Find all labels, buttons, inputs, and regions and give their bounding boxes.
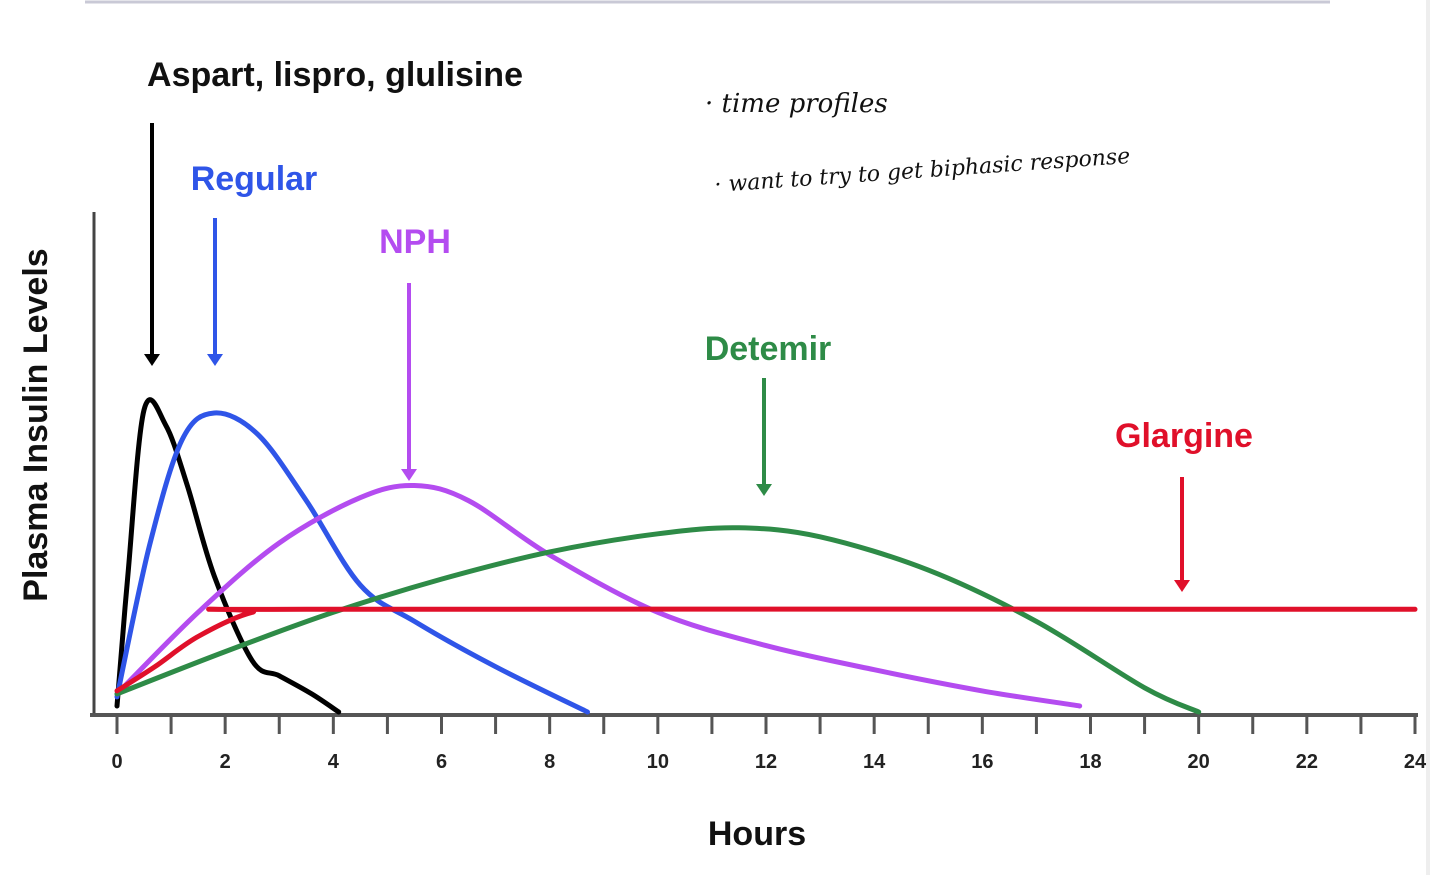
curves (114, 397, 1418, 715)
x-tick-label: 4 (328, 751, 340, 773)
detemir-arrow (756, 378, 772, 496)
nph-label: NPH (379, 223, 451, 261)
x-tick-label: 24 (1404, 751, 1427, 773)
glargine-arrow (1174, 477, 1190, 592)
regular-curve (114, 410, 590, 715)
regular-arrow (207, 218, 223, 366)
regular-arrow-head (207, 354, 223, 366)
nph-arrow (401, 283, 417, 481)
y-axis-title: Plasma Insulin Levels (17, 248, 55, 601)
glargine-arrow-head (1174, 580, 1190, 592)
x-tick-label: 18 (1079, 751, 1101, 773)
x-tick-label: 8 (544, 751, 555, 773)
x-tick-label: 2 (220, 751, 231, 773)
rapid-arrow-head (144, 354, 160, 366)
glargine-curve (114, 606, 1418, 694)
x-tick-label: 6 (436, 751, 447, 773)
x-tick-label: 10 (647, 751, 669, 773)
nph-arrow-head (401, 469, 417, 481)
x-tick-label: 22 (1296, 751, 1318, 773)
glargine-label: Glargine (1115, 417, 1253, 455)
rapid-arrow (144, 123, 160, 366)
axes: 0 2 4 6 8 10 12 14 16 18 20 22 24 (90, 212, 1427, 773)
series-labels: Aspart, lispro, glulisine Regular NPH Detem… (144, 56, 1253, 592)
detemir-label: Detemir (705, 330, 832, 368)
x-tick-label: 12 (755, 751, 777, 773)
handwritten-note-1: · time profiles (705, 89, 888, 119)
rapid-label: Aspart, lispro, glulisine (147, 56, 523, 94)
handwritten-note-2: · want to try to get biphasic response (714, 144, 1131, 198)
x-tick-label: 16 (971, 751, 993, 773)
x-tick-label: 0 (111, 751, 122, 773)
nph-curve (114, 482, 1083, 709)
x-tick-label: 14 (863, 751, 886, 773)
x-tick-label: 20 (1188, 751, 1210, 773)
x-axis-title: Hours (708, 815, 806, 853)
rapid-curve (114, 397, 342, 715)
regular-label: Regular (191, 160, 318, 198)
detemir-curve (114, 525, 1202, 715)
detemir-arrow-head (756, 484, 772, 496)
